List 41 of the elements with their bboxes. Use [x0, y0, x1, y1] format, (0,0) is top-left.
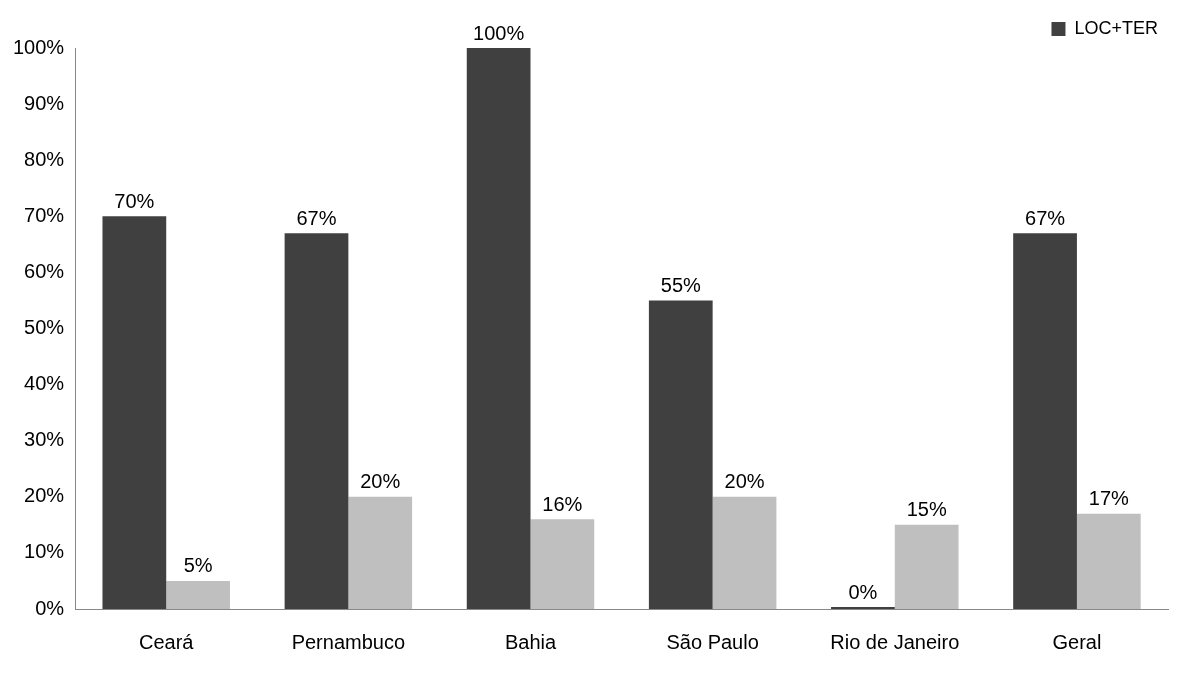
- x-tick-label: Bahia: [504, 630, 557, 653]
- legend-label: LOC+TER: [1074, 17, 1159, 38]
- data-label: 17%: [1088, 487, 1130, 510]
- y-tick-label: 60%: [24, 259, 65, 282]
- x-tick-label: São Paulo: [666, 630, 759, 653]
- data-label: 100%: [473, 21, 525, 44]
- bar: [1076, 513, 1141, 609]
- data-label: 55%: [660, 273, 701, 296]
- x-tick-label: Rio de Janeiro: [830, 630, 960, 653]
- data-label: 5%: [183, 554, 213, 577]
- bar: [284, 233, 349, 609]
- data-label: 67%: [1025, 206, 1066, 229]
- y-tick-label: 90%: [24, 91, 65, 114]
- x-tick-label: Geral: [1052, 630, 1102, 653]
- y-tick-label: 100%: [13, 35, 65, 58]
- data-label: 15%: [906, 498, 947, 521]
- data-label: 67%: [296, 206, 337, 229]
- x-tick-label: Pernambuco: [291, 630, 406, 653]
- y-tick-label: 70%: [24, 203, 65, 226]
- data-label: 20%: [724, 470, 765, 493]
- bar: [1013, 233, 1077, 609]
- x-tick-label: Ceará: [138, 630, 195, 653]
- y-tick-label: 10%: [24, 540, 65, 563]
- bar: [166, 580, 230, 609]
- bar: [894, 524, 959, 609]
- bar: [648, 300, 713, 609]
- bar: [348, 496, 413, 609]
- y-tick-label: 50%: [24, 316, 65, 339]
- bar: [466, 48, 531, 609]
- data-label: 16%: [542, 492, 583, 515]
- bar: [530, 519, 595, 609]
- y-tick-label: 40%: [24, 372, 65, 395]
- y-tick-label: 30%: [24, 428, 65, 451]
- y-tick-label: 0%: [35, 596, 65, 619]
- data-label: 20%: [360, 470, 401, 493]
- data-label: 0%: [848, 580, 878, 603]
- data-label: 70%: [114, 189, 155, 212]
- bar: [102, 216, 167, 609]
- bar: [712, 496, 777, 609]
- y-tick-label: 20%: [24, 484, 65, 507]
- y-tick-label: 80%: [24, 147, 65, 170]
